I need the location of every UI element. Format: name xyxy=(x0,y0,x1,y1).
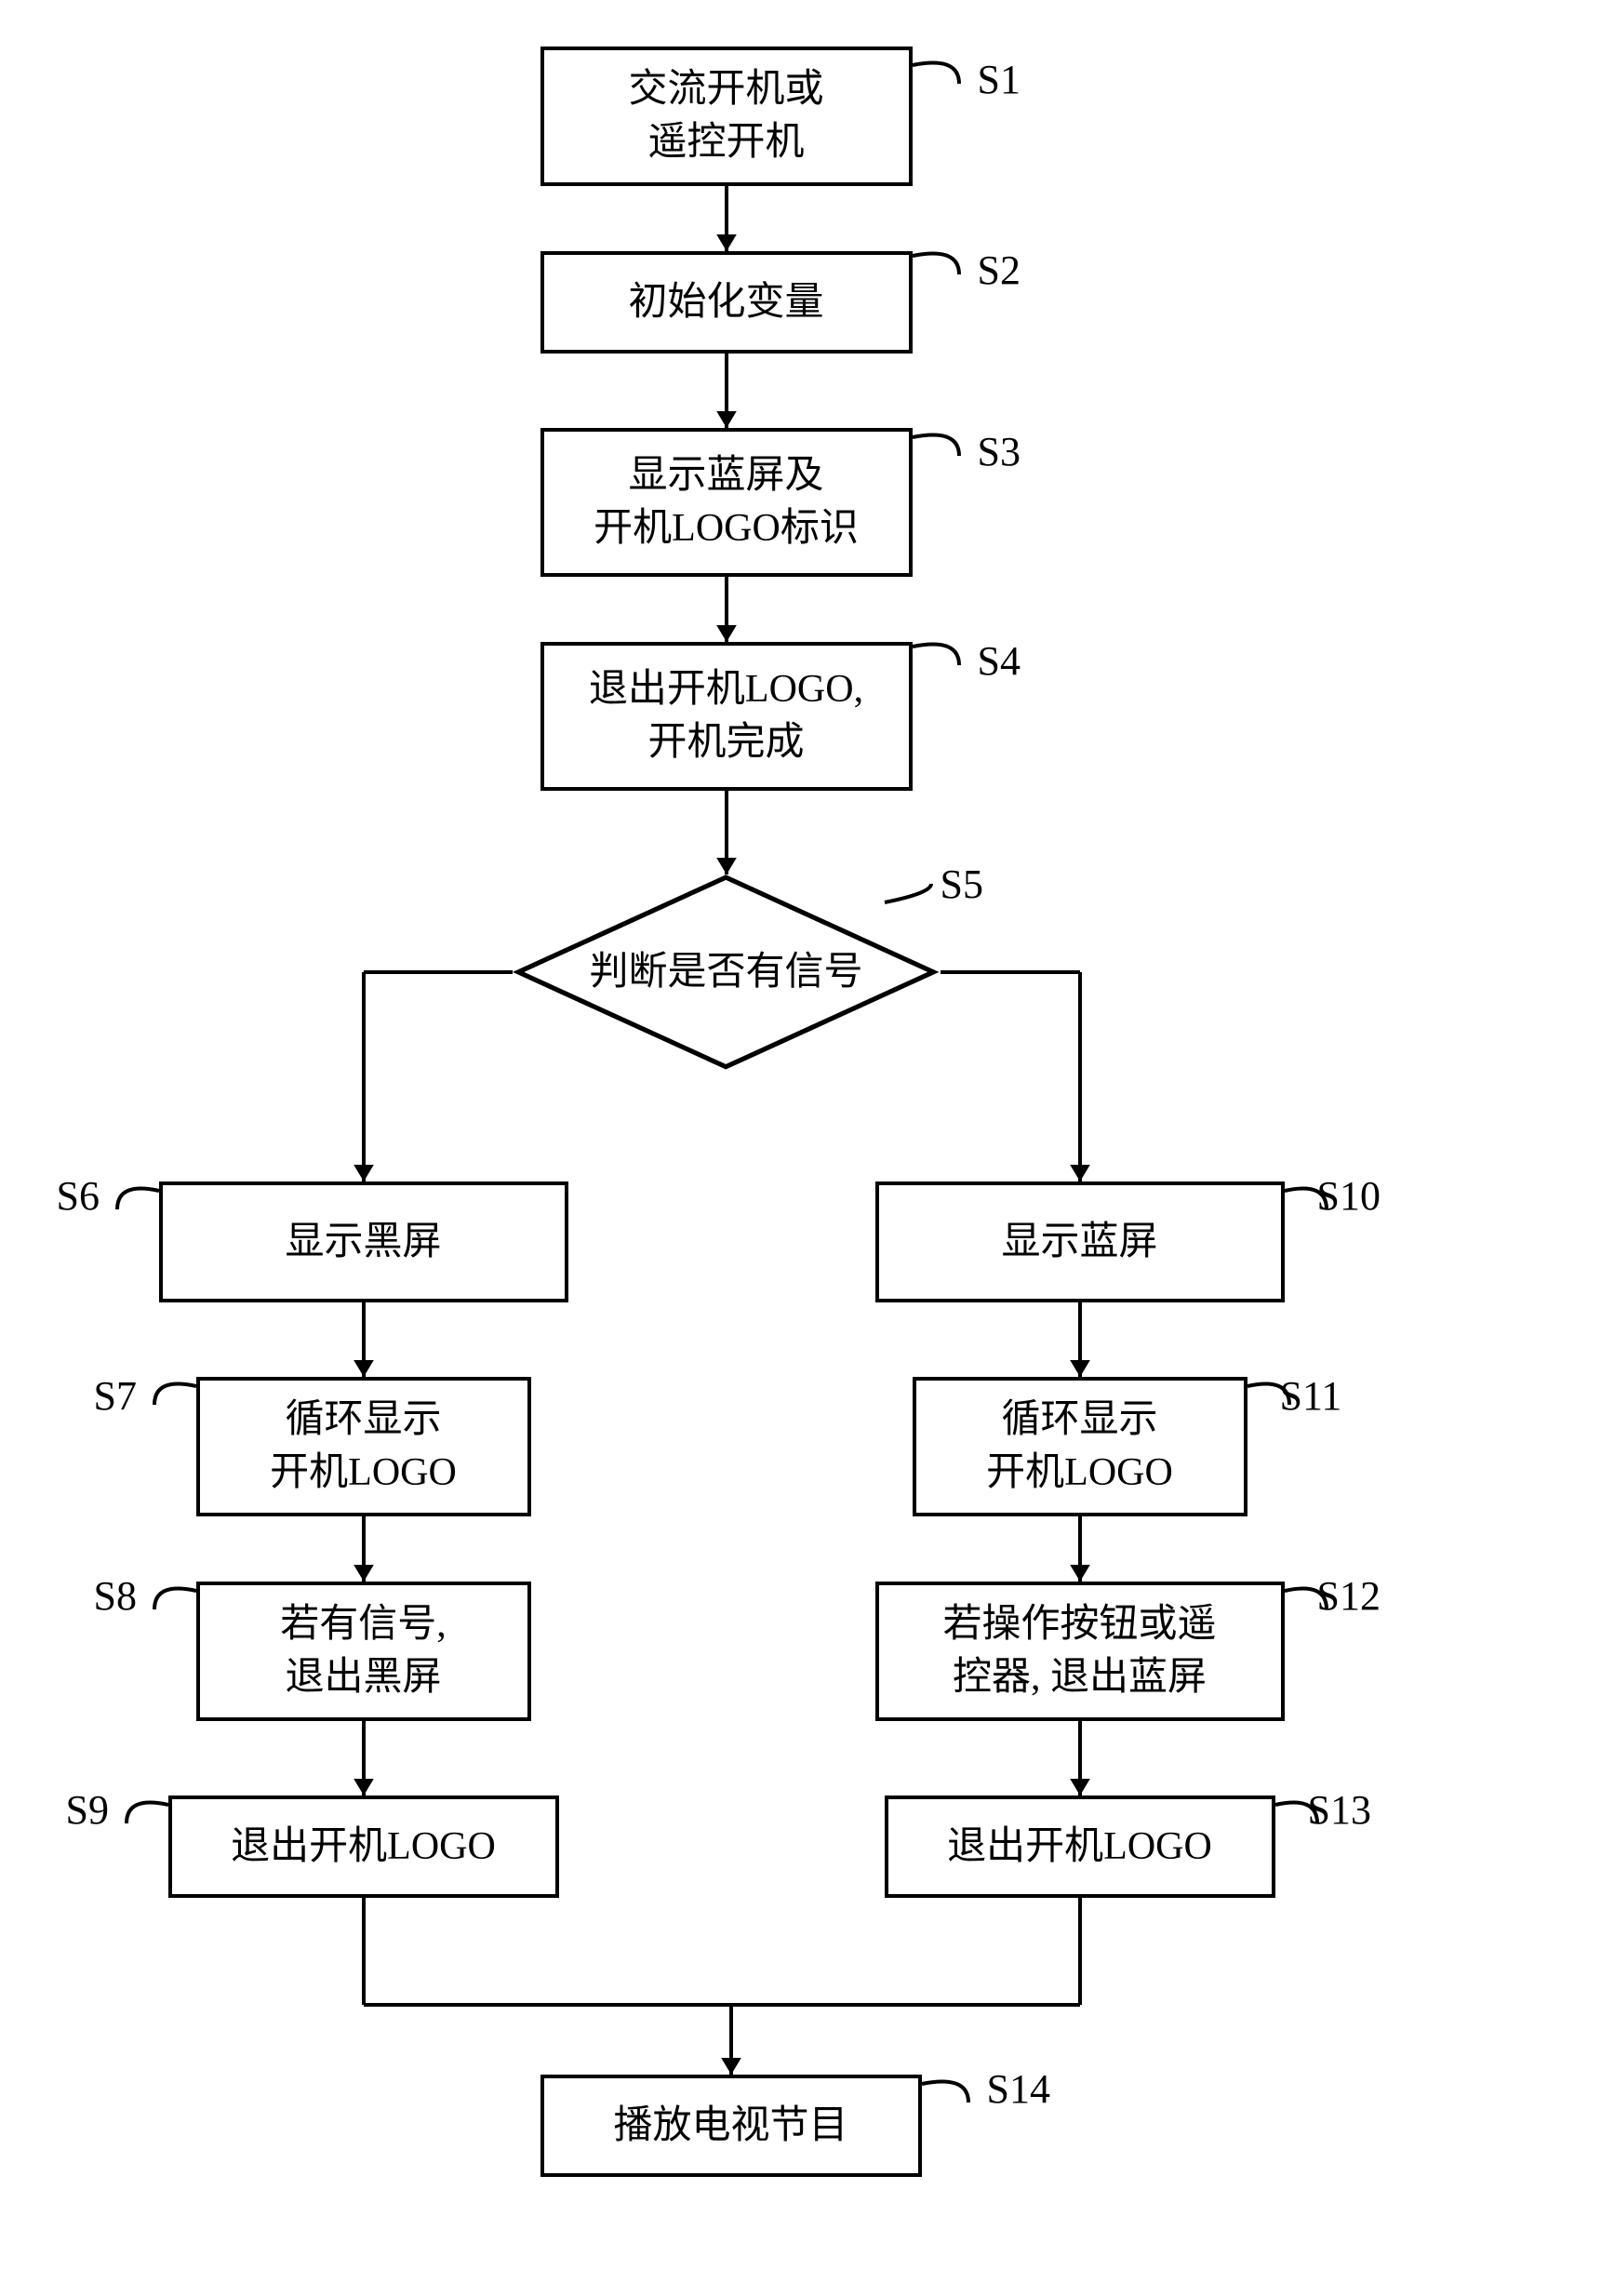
label-s7: S7 xyxy=(94,1372,137,1420)
node-s11: 循环显示 开机LOGO xyxy=(913,1377,1247,1516)
label-s14: S14 xyxy=(987,2065,1050,2113)
node-s6: 显示黑屏 xyxy=(159,1181,568,1302)
node-s4-text: 退出开机LOGO, 开机完成 xyxy=(589,663,863,768)
label-s3: S3 xyxy=(978,428,1021,475)
node-s1: 交流开机或 遥控开机 xyxy=(540,47,913,186)
node-s13-text: 退出开机LOGO xyxy=(947,1821,1212,1874)
label-s5: S5 xyxy=(941,861,983,908)
node-s7: 循环显示 开机LOGO xyxy=(196,1377,531,1516)
node-s5: 判断是否有信号 xyxy=(513,874,941,1070)
node-s8-text: 若有信号, 退出黑屏 xyxy=(280,1598,447,1703)
flowchart-container: 交流开机或 遥控开机初始化变量显示蓝屏及 开机LOGO标识退出开机LOGO, 开… xyxy=(38,37,1564,2251)
label-s11: S11 xyxy=(1280,1372,1342,1420)
node-s3: 显示蓝屏及 开机LOGO标识 xyxy=(540,428,913,577)
label-s8: S8 xyxy=(94,1572,137,1620)
label-s6: S6 xyxy=(57,1172,100,1220)
node-s9: 退出开机LOGO xyxy=(168,1795,559,1898)
node-s10: 显示蓝屏 xyxy=(875,1181,1285,1302)
node-s8: 若有信号, 退出黑屏 xyxy=(196,1582,531,1721)
node-s5-text: 判断是否有信号 xyxy=(589,946,862,999)
label-s1: S1 xyxy=(978,56,1021,103)
node-s14: 播放电视节目 xyxy=(540,2075,922,2177)
label-s4: S4 xyxy=(978,637,1021,685)
label-s12: S12 xyxy=(1317,1572,1381,1620)
node-s6-text: 显示黑屏 xyxy=(285,1216,441,1269)
label-s13: S13 xyxy=(1308,1786,1371,1834)
node-s12-text: 若操作按钮或遥 控器, 退出蓝屏 xyxy=(942,1598,1216,1703)
node-s10-text: 显示蓝屏 xyxy=(1001,1216,1157,1269)
node-s3-text: 显示蓝屏及 开机LOGO标识 xyxy=(594,449,859,554)
node-s2: 初始化变量 xyxy=(540,251,913,354)
label-s9: S9 xyxy=(66,1786,109,1834)
node-s9-text: 退出开机LOGO xyxy=(231,1821,496,1874)
label-s10: S10 xyxy=(1317,1172,1381,1220)
label-s2: S2 xyxy=(978,247,1021,294)
node-s2-text: 初始化变量 xyxy=(628,276,823,329)
node-s4: 退出开机LOGO, 开机完成 xyxy=(540,642,913,791)
node-s1-text: 交流开机或 遥控开机 xyxy=(628,63,823,168)
node-s7-text: 循环显示 开机LOGO xyxy=(270,1394,457,1499)
node-s14-text: 播放电视节目 xyxy=(613,2100,847,2153)
node-s13: 退出开机LOGO xyxy=(885,1795,1275,1898)
node-s12: 若操作按钮或遥 控器, 退出蓝屏 xyxy=(875,1582,1285,1721)
node-s11-text: 循环显示 开机LOGO xyxy=(986,1394,1173,1499)
